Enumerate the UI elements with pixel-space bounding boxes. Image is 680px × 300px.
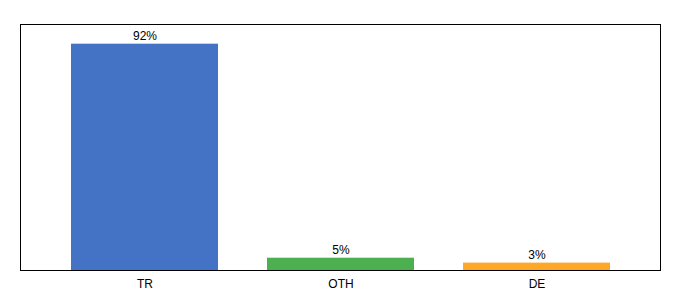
svg-text:3%: 3% (528, 248, 546, 262)
svg-text:OTH: OTH (328, 277, 353, 291)
svg-text:DE: DE (529, 277, 546, 291)
svg-text:5%: 5% (332, 243, 350, 257)
svg-text:92%: 92% (133, 29, 157, 43)
svg-text:TR: TR (137, 277, 153, 291)
